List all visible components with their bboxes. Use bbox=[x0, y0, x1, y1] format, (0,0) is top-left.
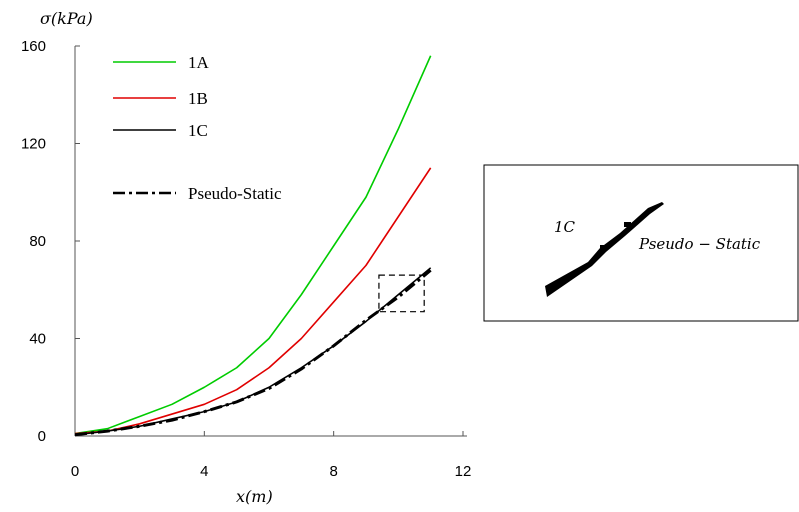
series-line-1a bbox=[74, 55, 432, 435]
y-tick-label: 80 bbox=[29, 233, 46, 250]
zoom-box bbox=[378, 274, 425, 313]
legend-label: 1C bbox=[188, 121, 208, 140]
legend: 1A 1B 1C Pseudo-Static bbox=[113, 53, 282, 203]
y-tick-label: 40 bbox=[29, 331, 46, 348]
y-tick-label: 0 bbox=[38, 428, 46, 445]
inset-label-1c: 1C bbox=[554, 218, 576, 236]
inset-panel: 1C Pseudo − Static bbox=[483, 164, 799, 322]
y-axis-title: σ(kPa) bbox=[40, 9, 93, 28]
series-line-1c bbox=[74, 267, 432, 436]
y-tick-label: 120 bbox=[21, 136, 46, 153]
inset-dash-1 bbox=[600, 245, 607, 250]
x-tick-label: 8 bbox=[329, 463, 337, 480]
y-tick-label: 160 bbox=[21, 38, 46, 55]
x-axis-title: x(m) bbox=[236, 487, 273, 506]
series-line-pseudo-static bbox=[74, 269, 432, 437]
x-tick-label: 12 bbox=[455, 463, 472, 480]
inset-label-pseudo-static: Pseudo − Static bbox=[638, 235, 761, 253]
legend-label: Pseudo-Static bbox=[188, 184, 282, 203]
inset-dash-2 bbox=[624, 222, 631, 227]
legend-label: 1A bbox=[188, 53, 210, 72]
x-tick-label: 0 bbox=[71, 463, 79, 480]
inset-frame bbox=[483, 164, 799, 322]
series-line-1b bbox=[74, 167, 432, 435]
x-tick-label: 4 bbox=[200, 463, 208, 480]
legend-label: 1B bbox=[188, 89, 208, 108]
axes bbox=[74, 46, 467, 437]
series-group bbox=[74, 55, 432, 437]
